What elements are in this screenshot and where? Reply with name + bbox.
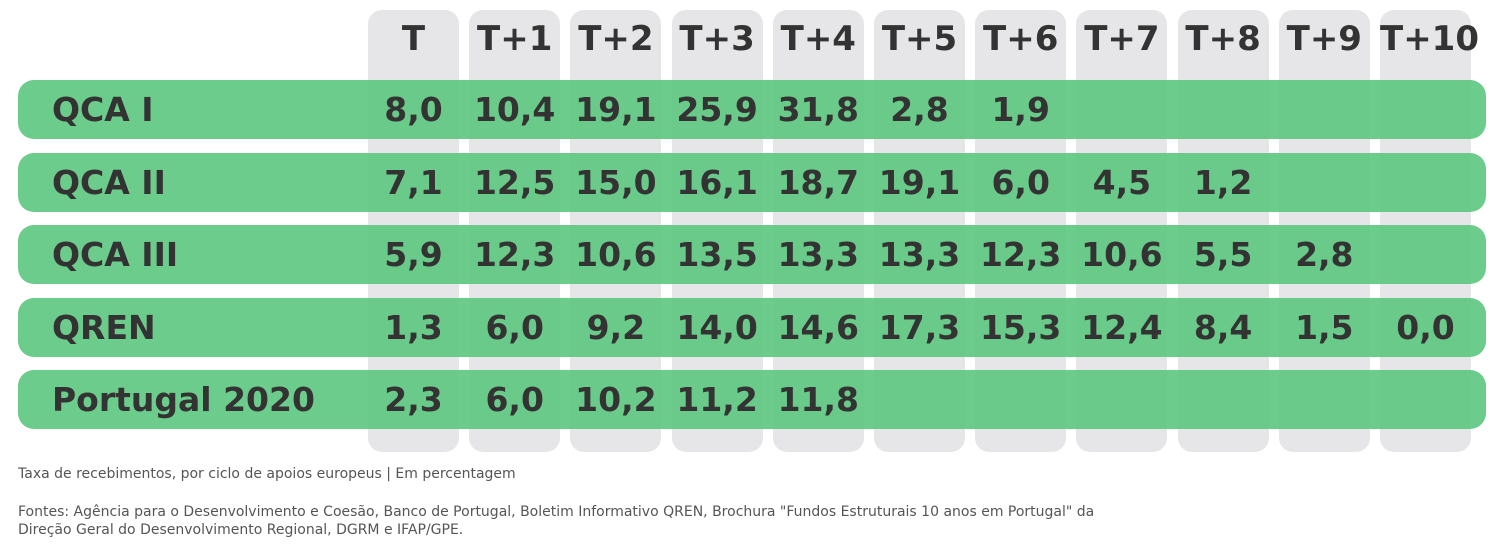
cell-r3-c7: 12,4	[1081, 307, 1163, 347]
cell-r1-c2: 15,0	[575, 162, 657, 202]
row-label-2: QCA III	[52, 235, 179, 274]
cell-r0-c6: 1,9	[991, 90, 1050, 129]
cell-r0-c5: 2,8	[890, 90, 949, 129]
cell-r1-c4: 18,7	[777, 162, 859, 202]
cell-r3-c1: 6,0	[485, 307, 544, 347]
cell-r3-c2: 9,2	[586, 307, 646, 347]
cell-r3-c6: 15,3	[979, 307, 1062, 347]
column-header-10: T+10	[1380, 19, 1479, 59]
column-header-3: T+3	[679, 19, 755, 59]
cell-r3-c10: 0,0	[1396, 307, 1455, 347]
cell-r3-c3: 14,0	[676, 307, 758, 347]
cell-r4-c4: 11,8	[777, 380, 859, 419]
cell-r3-c0: 1,3	[384, 307, 443, 347]
row-label-0: QCA I	[52, 90, 154, 129]
column-header-0: T	[401, 19, 426, 59]
cell-r2-c0: 5,9	[384, 235, 443, 274]
cell-r0-c3: 25,9	[676, 90, 758, 129]
row-bar-3	[18, 297, 1486, 357]
cell-r2-c6: 12,3	[979, 235, 1062, 274]
cell-r4-c2: 10,2	[575, 380, 657, 419]
cell-r0-c0: 8,0	[384, 90, 443, 129]
cell-r3-c9: 1,5	[1295, 307, 1354, 347]
column-header-8: T+8	[1185, 19, 1261, 59]
cell-r3-c4: 14,6	[777, 307, 859, 347]
cell-r1-c3: 16,1	[676, 162, 758, 202]
cell-r2-c2: 10,6	[575, 235, 657, 274]
cell-r1-c6: 6,0	[991, 162, 1050, 202]
row-bar-1	[18, 152, 1486, 212]
column-header-2: T+2	[578, 19, 654, 59]
cell-r0-c4: 31,8	[777, 90, 859, 129]
column-header-5: T+5	[881, 19, 958, 59]
cell-r4-c0: 2,3	[384, 380, 443, 419]
cell-r1-c7: 4,5	[1092, 162, 1152, 202]
row-label-3: QREN	[52, 307, 156, 347]
cell-r2-c4: 13,3	[777, 235, 859, 274]
cell-r1-c8: 1,2	[1193, 162, 1253, 202]
column-header-9: T+9	[1286, 19, 1362, 59]
cell-r2-c7: 10,6	[1081, 235, 1163, 274]
cell-r4-c3: 11,2	[676, 380, 758, 419]
cell-r2-c5: 13,3	[878, 235, 961, 274]
cell-r3-c5: 17,3	[878, 307, 961, 347]
row-bar-2	[18, 225, 1486, 284]
cell-r0-c2: 19,1	[575, 90, 657, 129]
cell-r4-c1: 6,0	[485, 380, 544, 419]
column-header-6: T+6	[983, 19, 1059, 59]
cell-r0-c1: 10,4	[473, 90, 556, 129]
cell-r1-c0: 7,1	[384, 162, 443, 202]
cell-r3-c8: 8,4	[1193, 307, 1253, 347]
column-header-4: T+4	[780, 19, 856, 59]
cell-r2-c9: 2,8	[1295, 235, 1354, 274]
row-bar-4	[18, 370, 1486, 429]
row-bar-0	[18, 80, 1486, 139]
cell-r1-c5: 19,1	[878, 162, 961, 202]
chart-subtitle: Taxa de recebimentos, por ciclo de apoio…	[18, 466, 516, 482]
cell-r1-c1: 12,5	[473, 162, 556, 202]
column-header-7: T+7	[1084, 19, 1160, 59]
cell-r2-c1: 12,3	[473, 235, 556, 274]
row-label-1: QCA II	[52, 162, 166, 202]
chart-sources: Fontes: Agência para o Desenvolvimento e…	[18, 504, 1095, 538]
cell-r2-c8: 5,5	[1193, 235, 1253, 274]
receipts-table: T T+1 T+2 T+3 T+4 T+5 T+6 T+7 T+8 T+9 T+10 QCA I 8,0…	[18, 10, 1486, 452]
row-label-4: Portugal 2020	[52, 380, 315, 419]
column-header-1: T+1	[477, 19, 553, 59]
cell-r2-c3: 13,5	[676, 235, 758, 274]
